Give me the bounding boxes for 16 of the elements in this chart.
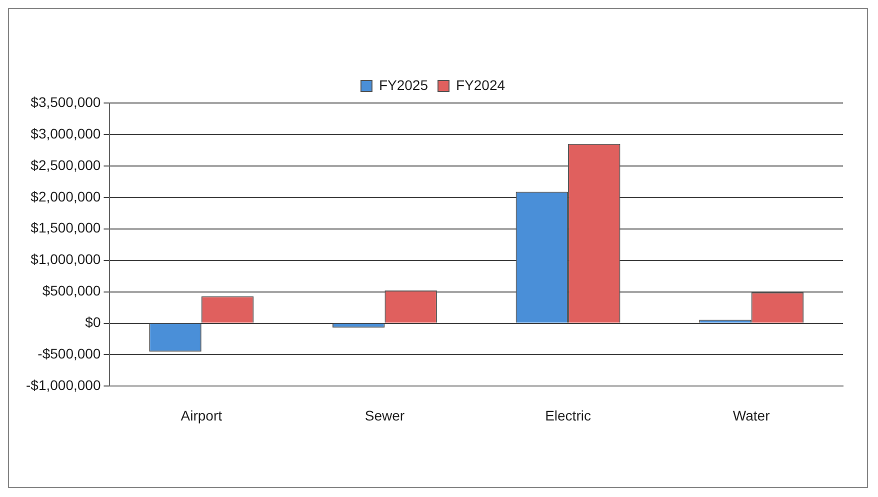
y-tick-label: $3,000,000 (30, 125, 101, 142)
y-tick-label: $1,500,000 (30, 220, 101, 236)
y-tick-label: -$500,000 (38, 346, 101, 362)
legend-label: FY2025 (378, 76, 428, 93)
x-tick-label: Electric (545, 407, 591, 424)
x-tick-label: Airport (180, 407, 222, 424)
y-tick-label: $2,500,000 (30, 156, 101, 173)
y-tick-label: $3,500,000 (30, 94, 101, 110)
x-tick-label: Sewer (364, 407, 405, 424)
y-tick-label: $2,000,000 (30, 188, 101, 204)
x-tick-label: Water (732, 407, 770, 424)
y-tick-label: -$1,000,000 (26, 377, 101, 394)
y-tick-label: $1,000,000 (30, 251, 101, 268)
legend-label: FY2024 (456, 76, 506, 93)
y-tick-label: $500,000 (42, 282, 101, 299)
y-tick-label: $0 (85, 314, 101, 330)
